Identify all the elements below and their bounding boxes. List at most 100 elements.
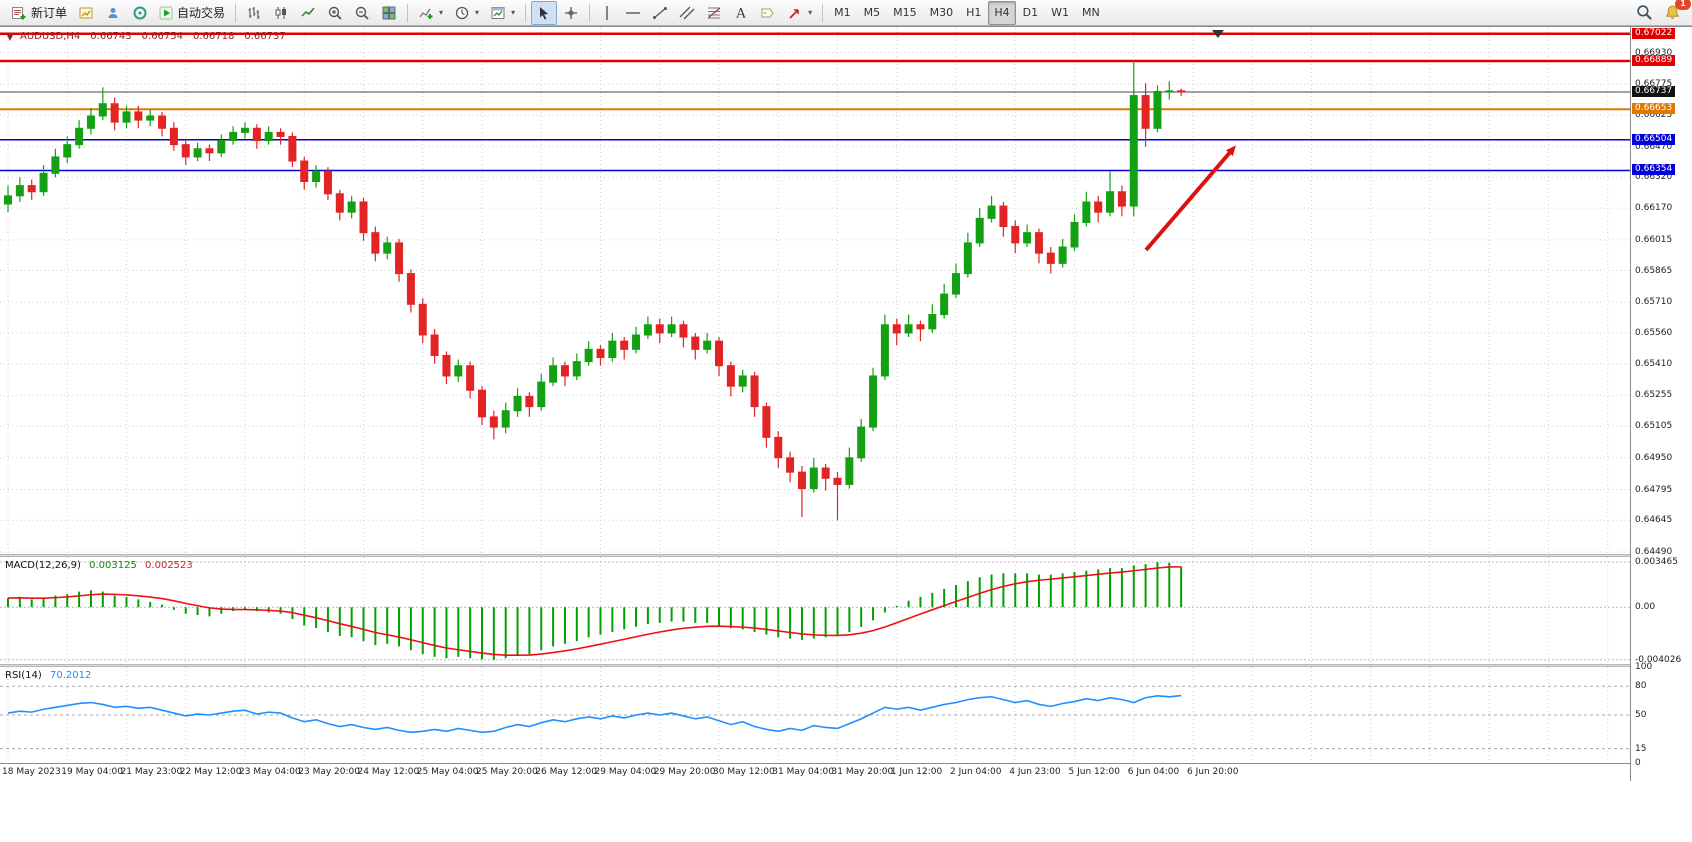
rsi-tick-label: 15	[1635, 743, 1647, 754]
rsi-tick-label: 0	[1635, 758, 1641, 768]
notification-badge: 1	[1675, 0, 1691, 10]
crosshair-button[interactable]	[558, 1, 584, 25]
zoom-out-icon	[355, 6, 369, 20]
rsi-tick-label: 50	[1635, 710, 1647, 720]
zoom-out-button[interactable]	[349, 1, 375, 25]
chevron-down-icon: ▾	[475, 8, 480, 17]
vertical-line-icon	[606, 5, 608, 20]
price-scale[interactable]: 0.66930 0.66775 0.66625 0.66470 0.66320 0.661…	[1630, 27, 1692, 781]
text-button[interactable]: A	[728, 1, 754, 25]
rsi-chart[interactable]	[0, 667, 1630, 763]
crosshair-icon	[565, 6, 578, 19]
main-toolbar: 新订单 自动交易	[0, 0, 1692, 26]
profiles-button[interactable]	[100, 1, 126, 25]
toolbar-separator	[822, 3, 824, 22]
toolbar-separator	[407, 3, 409, 22]
macd-caption: MACD(12,26,9) 0.003125 0.002523	[5, 560, 198, 571]
line-chart-icon	[301, 7, 315, 17]
channel-button[interactable]	[674, 1, 700, 25]
timeframe-M30[interactable]: M30	[929, 6, 954, 19]
chart-shift-marker	[1212, 30, 1224, 38]
label-button[interactable]	[755, 1, 781, 25]
shapes-arrow-icon	[789, 8, 799, 19]
price-chart-pane[interactable]: AUDUSD,H4 0.66743 0.66754 0.66718 0.6673…	[0, 28, 1630, 554]
price-tick-label: 0.65560	[1635, 327, 1673, 338]
chevron-down-icon: ▾	[511, 8, 516, 17]
timeframe-M15[interactable]: M15	[893, 6, 917, 19]
toolbar-separator	[235, 3, 237, 22]
notifications-button[interactable]: 1	[1659, 0, 1691, 25]
candlestick-chart-icon	[275, 6, 287, 19]
templates-button[interactable]: ▾	[485, 1, 520, 25]
fibonacci-button[interactable]	[701, 1, 727, 25]
autotrading-play-icon	[159, 6, 173, 19]
time-axis-label: 4 Jun 23:00	[1009, 767, 1061, 777]
cursor-button[interactable]	[531, 0, 558, 25]
new-chart-button[interactable]	[73, 1, 99, 25]
market-watch-button[interactable]	[127, 1, 153, 25]
price-tick-label: 0.64950	[1635, 452, 1673, 463]
bar-close: 0.66737	[244, 31, 286, 42]
time-axis-label: 21 May 23:00	[120, 767, 183, 777]
annotation-arrow-head	[1225, 145, 1236, 156]
indicators-icon	[419, 8, 433, 19]
toolbar-separator	[525, 3, 527, 22]
price-tick-label: 0.66470	[1635, 141, 1673, 152]
periods-clock-icon	[455, 6, 469, 19]
timeframe-M5[interactable]: M5	[863, 6, 881, 19]
new-order-button[interactable]: 新订单	[6, 1, 72, 25]
zoom-in-button[interactable]	[322, 1, 348, 25]
pane-splitter[interactable]	[0, 554, 1692, 557]
candlestick-chart-button[interactable]	[268, 1, 294, 25]
time-axis[interactable]: 18 May 2023 19 May 04:00 21 May 23:00 22 Ma…	[0, 763, 1630, 782]
channel-icon	[679, 6, 695, 19]
periods-button[interactable]: ▾	[449, 1, 484, 25]
price-level-label: 0.66354	[1632, 164, 1676, 176]
time-axis-label: 31 May 04:00	[772, 767, 834, 777]
timeframe-H1[interactable]: H1	[966, 6, 982, 19]
indicators-button[interactable]: ▾	[413, 1, 448, 25]
shapes-button[interactable]: ▾	[782, 1, 817, 25]
auto-trading-button[interactable]: 自动交易	[154, 1, 230, 25]
time-axis-label: 25 May 20:00	[476, 767, 538, 777]
timeframe-M1[interactable]: M1	[834, 6, 851, 19]
vertical-line-button[interactable]	[595, 1, 619, 25]
price-tick-label: 0.65410	[1635, 358, 1673, 369]
tile-windows-button[interactable]	[376, 1, 402, 25]
timeframe-H4[interactable]: H4	[988, 0, 1016, 25]
time-axis-label: 31 May 20:00	[831, 767, 894, 777]
fibonacci-icon	[707, 7, 721, 18]
macd-tick-label: -0.004026	[1635, 654, 1682, 665]
price-tick-label: 0.64645	[1635, 515, 1673, 526]
timeframe-D1[interactable]: D1	[1022, 6, 1039, 19]
price-tick-label: 0.65105	[1635, 421, 1673, 432]
candlestick-chart[interactable]	[0, 28, 1630, 554]
time-axis-label: 26 May 12:00	[535, 767, 597, 777]
macd-chart[interactable]	[0, 557, 1630, 664]
price-tick-label: 0.66625	[1635, 109, 1673, 120]
time-axis-label: 22 May 12:00	[179, 767, 242, 777]
chart-window[interactable]: AUDUSD,H4 0.66743 0.66754 0.66718 0.6673…	[0, 26, 1692, 782]
auto-trading-label: 自动交易	[177, 6, 226, 20]
rsi-line	[7, 694, 1182, 734]
bar-chart-button[interactable]	[241, 1, 267, 25]
macd-tick-label: 0.003465	[1635, 557, 1678, 568]
price-level-label: 0.66504	[1632, 133, 1676, 145]
price-tick-label: 0.64490	[1635, 546, 1673, 557]
search-button[interactable]	[1631, 1, 1658, 25]
line-chart-button[interactable]	[295, 1, 321, 25]
macd-pane[interactable]: MACD(12,26,9) 0.003125 0.002523	[0, 557, 1630, 664]
timeframe-W1[interactable]: W1	[1051, 6, 1069, 19]
trendline-button[interactable]	[647, 1, 673, 25]
pane-splitter[interactable]	[0, 664, 1692, 667]
bar-chart-icon	[248, 6, 260, 19]
rsi-pane[interactable]: RSI(14) 70.2012	[0, 667, 1630, 763]
rsi-tick-label: 80	[1635, 681, 1647, 692]
horizontal-line-button[interactable]	[620, 1, 646, 25]
svg-text:A: A	[735, 6, 746, 21]
rsi-label: RSI(14)	[5, 670, 42, 681]
price-tick-label: 0.66170	[1635, 203, 1673, 214]
timeframe-MN[interactable]: MN	[1082, 6, 1100, 19]
time-axis-label: 19 May 04:00	[61, 767, 123, 777]
zoom-in-icon	[328, 6, 342, 20]
